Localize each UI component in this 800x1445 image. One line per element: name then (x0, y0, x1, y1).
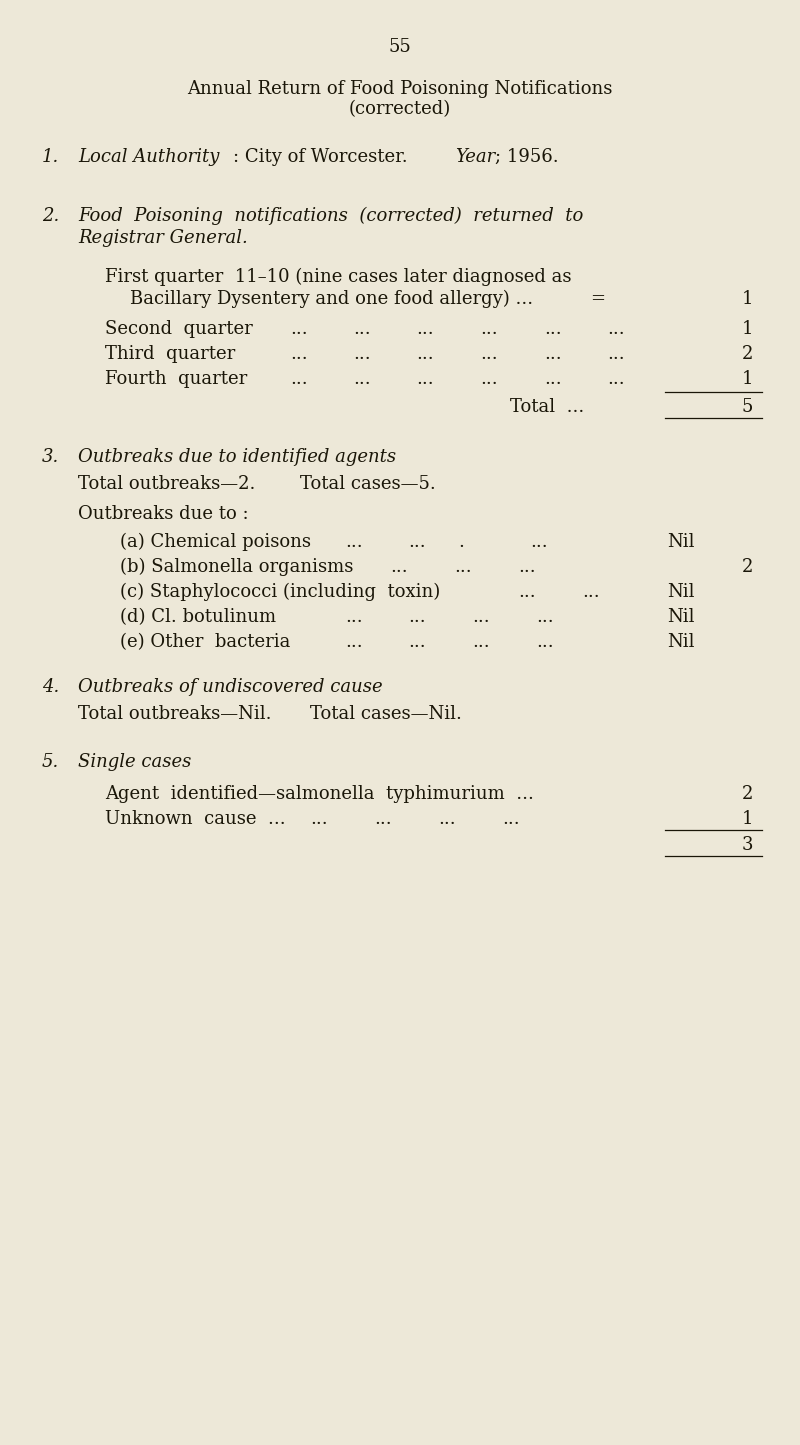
Text: Nil: Nil (667, 608, 695, 626)
Text: ...: ... (374, 811, 392, 828)
Text: Food  Poisoning  notifications  (corrected)  returned  to: Food Poisoning notifications (corrected)… (78, 207, 583, 225)
Text: ...: ... (290, 345, 308, 363)
Text: =: = (590, 290, 605, 308)
Text: ...: ... (416, 345, 434, 363)
Text: Outbreaks of undiscovered cause: Outbreaks of undiscovered cause (78, 678, 382, 696)
Text: ...: ... (408, 633, 426, 652)
Text: ...: ... (544, 370, 562, 389)
Text: ...: ... (290, 370, 308, 389)
Text: ...: ... (472, 608, 490, 626)
Text: ...: ... (390, 558, 408, 577)
Text: 1.: 1. (42, 147, 59, 166)
Text: ...: ... (530, 533, 548, 551)
Text: ...: ... (408, 533, 426, 551)
Text: (d) Cl. botulinum: (d) Cl. botulinum (120, 608, 276, 626)
Text: ...: ... (480, 345, 498, 363)
Text: ...: ... (502, 811, 520, 828)
Text: 1: 1 (742, 811, 753, 828)
Text: 55: 55 (389, 38, 411, 56)
Text: 1: 1 (742, 290, 753, 308)
Text: ...: ... (472, 633, 490, 652)
Text: Outbreaks due to identified agents: Outbreaks due to identified agents (78, 448, 396, 465)
Text: ...: ... (416, 319, 434, 338)
Text: 1: 1 (742, 370, 753, 389)
Text: Third  quarter: Third quarter (105, 345, 235, 363)
Text: ...: ... (607, 319, 625, 338)
Text: Nil: Nil (667, 633, 695, 652)
Text: ...: ... (408, 608, 426, 626)
Text: Agent  identified—salmonella  typhimurium  ...: Agent identified—salmonella typhimurium … (105, 785, 534, 803)
Text: (b) Salmonella organisms: (b) Salmonella organisms (120, 558, 354, 577)
Text: Total outbreaks—Nil.: Total outbreaks—Nil. (78, 705, 271, 722)
Text: 1: 1 (742, 319, 753, 338)
Text: (e) Other  bacteria: (e) Other bacteria (120, 633, 290, 652)
Text: 4.: 4. (42, 678, 59, 696)
Text: ...: ... (345, 533, 362, 551)
Text: ...: ... (582, 582, 600, 601)
Text: 3.: 3. (42, 448, 59, 465)
Text: Fourth  quarter: Fourth quarter (105, 370, 247, 389)
Text: 2: 2 (742, 558, 753, 577)
Text: Total cases—Nil.: Total cases—Nil. (310, 705, 462, 722)
Text: ; 1956.: ; 1956. (495, 147, 558, 166)
Text: Total  ...: Total ... (510, 397, 584, 416)
Text: Registrar General.: Registrar General. (78, 228, 248, 247)
Text: ...: ... (353, 319, 370, 338)
Text: (a) Chemical poisons: (a) Chemical poisons (120, 533, 311, 551)
Text: ...: ... (310, 811, 328, 828)
Text: Unknown  cause  ...: Unknown cause ... (105, 811, 286, 828)
Text: ...: ... (544, 345, 562, 363)
Text: ...: ... (544, 319, 562, 338)
Text: Annual Return of Food Poisoning Notifications: Annual Return of Food Poisoning Notifica… (187, 79, 613, 98)
Text: Second  quarter: Second quarter (105, 319, 253, 338)
Text: Bacillary Dysentery and one food allergy) ...: Bacillary Dysentery and one food allergy… (130, 290, 533, 308)
Text: Year: Year (455, 147, 495, 166)
Text: Outbreaks due to :: Outbreaks due to : (78, 504, 249, 523)
Text: Local Authority: Local Authority (78, 147, 219, 166)
Text: 2.: 2. (42, 207, 59, 225)
Text: ...: ... (607, 345, 625, 363)
Text: ...: ... (345, 633, 362, 652)
Text: ...: ... (536, 608, 554, 626)
Text: Total outbreaks—2.: Total outbreaks—2. (78, 475, 255, 493)
Text: 2: 2 (742, 785, 753, 803)
Text: ...: ... (518, 582, 536, 601)
Text: ...: ... (480, 370, 498, 389)
Text: 3: 3 (742, 837, 753, 854)
Text: ...: ... (536, 633, 554, 652)
Text: First quarter  11–10 (nine cases later diagnosed as: First quarter 11–10 (nine cases later di… (105, 267, 571, 286)
Text: Nil: Nil (667, 582, 695, 601)
Text: ...: ... (416, 370, 434, 389)
Text: Total cases—5.: Total cases—5. (300, 475, 436, 493)
Text: Single cases: Single cases (78, 753, 191, 772)
Text: : City of Worcester.: : City of Worcester. (233, 147, 408, 166)
Text: ...: ... (290, 319, 308, 338)
Text: 2: 2 (742, 345, 753, 363)
Text: ...: ... (353, 345, 370, 363)
Text: 5.: 5. (42, 753, 59, 772)
Text: ...: ... (345, 608, 362, 626)
Text: (c) Staphylococci (including  toxin): (c) Staphylococci (including toxin) (120, 582, 440, 601)
Text: 5: 5 (742, 397, 753, 416)
Text: ...: ... (438, 811, 456, 828)
Text: (corrected): (corrected) (349, 100, 451, 118)
Text: ...: ... (454, 558, 472, 577)
Text: Nil: Nil (667, 533, 695, 551)
Text: ...: ... (353, 370, 370, 389)
Text: ...: ... (518, 558, 536, 577)
Text: ...: ... (480, 319, 498, 338)
Text: .: . (458, 533, 464, 551)
Text: ...: ... (607, 370, 625, 389)
